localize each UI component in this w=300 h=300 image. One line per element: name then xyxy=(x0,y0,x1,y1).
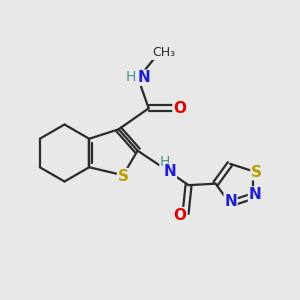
Text: H: H xyxy=(125,70,136,84)
Text: N: N xyxy=(224,194,237,209)
Text: N: N xyxy=(137,70,150,85)
Text: N: N xyxy=(248,187,261,202)
Text: N: N xyxy=(164,164,176,178)
Text: O: O xyxy=(174,208,187,223)
Text: CH₃: CH₃ xyxy=(152,46,175,59)
Text: S: S xyxy=(118,169,129,184)
Text: H: H xyxy=(160,155,170,169)
Text: S: S xyxy=(251,165,262,180)
Text: O: O xyxy=(173,101,186,116)
